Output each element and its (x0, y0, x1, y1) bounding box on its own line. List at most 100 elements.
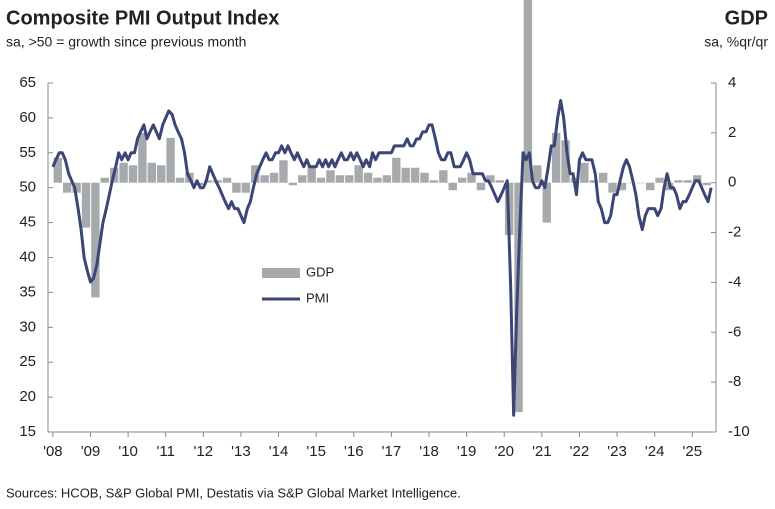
bar (119, 162, 128, 183)
chart-title: Composite PMI Output Index (6, 7, 279, 29)
bar (589, 180, 598, 183)
bar (702, 182, 711, 186)
bar (241, 182, 251, 193)
y2-tick-label: -6 (728, 323, 741, 340)
y-tick-label: 55 (19, 144, 36, 161)
bar (627, 182, 636, 184)
bar (401, 167, 410, 183)
bar (561, 140, 570, 183)
legend-swatch (262, 268, 300, 278)
y-tick-label: 35 (19, 283, 36, 300)
y2-title: GDP (725, 7, 768, 29)
bar (410, 167, 420, 183)
bar (645, 182, 655, 191)
bar (598, 172, 608, 183)
bar (655, 177, 664, 183)
bar (260, 175, 269, 183)
bar (495, 180, 504, 183)
bar (533, 165, 542, 183)
bar (467, 172, 476, 183)
bar (551, 132, 561, 183)
bar (128, 165, 138, 183)
bar (138, 132, 147, 183)
bar (91, 182, 100, 298)
bar (222, 177, 232, 183)
bar (175, 177, 185, 183)
bar (269, 172, 279, 183)
bar (298, 175, 307, 183)
y-tick-label: 50 (19, 179, 36, 196)
y2-tick-label: -2 (728, 224, 741, 241)
y-tick-label: 65 (19, 74, 36, 91)
bar (429, 180, 439, 183)
bar (72, 182, 81, 193)
bar (523, 0, 533, 183)
bar (81, 182, 91, 228)
bar (363, 172, 373, 183)
bar (439, 170, 448, 183)
y-tick-label: 25 (19, 353, 36, 370)
bar (288, 182, 298, 186)
bar (62, 182, 72, 193)
legend-label: PMI (306, 290, 329, 305)
y2-tick-label: -4 (728, 273, 741, 290)
bar (157, 165, 166, 183)
x-tick-label: '11 (157, 443, 175, 460)
bar (636, 182, 645, 184)
bar (279, 160, 288, 183)
y-tick-label: 30 (19, 318, 36, 335)
legend-label: GDP (306, 264, 334, 279)
bar (373, 177, 382, 183)
x-tick-label: '13 (231, 443, 251, 460)
source-note: Sources: HCOB, S&P Global PMI, Destatis … (6, 485, 461, 500)
x-tick-label: '10 (118, 443, 138, 460)
bar (457, 177, 467, 183)
bar (382, 175, 392, 183)
bar (316, 177, 326, 183)
bar (326, 170, 335, 183)
x-tick-label: '19 (457, 443, 477, 460)
x-tick-label: '14 (269, 443, 289, 460)
bar (580, 162, 589, 183)
y2-tick-label: 2 (728, 124, 736, 141)
x-tick-label: '25 (683, 443, 703, 460)
bar (392, 157, 401, 183)
bar (692, 175, 702, 183)
y2-tick-label: 4 (728, 74, 736, 91)
x-tick-label: '17 (382, 443, 402, 460)
bar (100, 177, 109, 183)
x-tick-label: '20 (494, 443, 514, 460)
y-tick-label: 45 (19, 214, 36, 231)
bar (486, 175, 495, 183)
chart-subtitle: sa, >50 = growth since previous month (6, 34, 246, 50)
y-tick-label: 15 (19, 423, 36, 440)
bar (674, 180, 683, 183)
x-tick-label: '18 (419, 443, 439, 460)
bar (335, 175, 345, 183)
y2-tick-label: 0 (728, 174, 736, 191)
bar (307, 165, 316, 183)
bar (232, 182, 241, 193)
x-tick-label: '12 (194, 443, 214, 460)
x-tick-label: '09 (81, 443, 101, 460)
x-tick-label: '16 (344, 443, 364, 460)
bar (166, 137, 175, 183)
bar (354, 165, 363, 183)
x-tick-label: '24 (645, 443, 665, 460)
bar (420, 172, 429, 183)
bar (683, 180, 692, 183)
x-tick-label: '21 (532, 443, 552, 460)
y-tick-label: 60 (19, 109, 36, 126)
bar (448, 182, 457, 191)
x-tick-label: '15 (306, 443, 326, 460)
y-tick-label: 40 (19, 248, 36, 265)
bar (204, 180, 213, 183)
bar (617, 182, 627, 191)
bar (608, 182, 617, 193)
bar (345, 175, 354, 183)
x-tick-label: '22 (570, 443, 590, 460)
x-tick-label: '23 (607, 443, 627, 460)
bar (53, 157, 62, 183)
y-tick-label: 20 (19, 388, 36, 405)
